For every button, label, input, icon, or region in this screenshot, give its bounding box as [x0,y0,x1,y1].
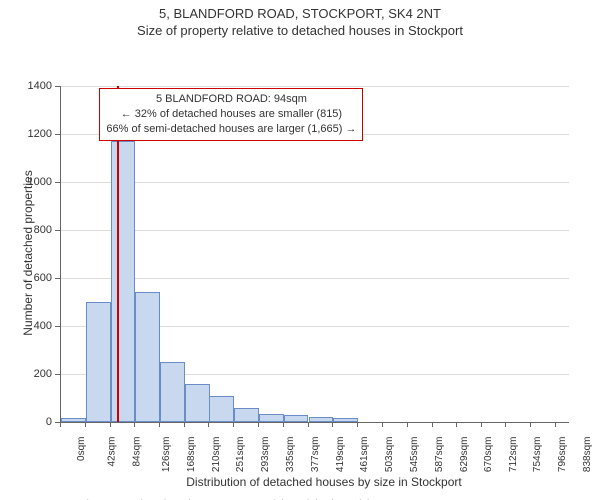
x-tick-mark [505,422,506,427]
x-tick-label: 210sqm [211,437,222,473]
callout-line: ← 32% of detached houses are smaller (81… [106,107,356,122]
x-tick-mark [407,422,408,427]
x-tick-label: 377sqm [310,437,321,473]
x-tick-label: 503sqm [384,437,395,473]
x-axis-title: Distribution of detached houses by size … [164,475,484,489]
x-tick-mark [481,422,482,427]
x-tick-mark [233,422,234,427]
x-tick-mark [159,422,160,427]
callout-line: 5 BLANDFORD ROAD: 94sqm [106,92,356,107]
x-tick-mark [456,422,457,427]
x-tick-label: 629sqm [459,437,470,473]
x-tick-label: 42sqm [106,437,117,467]
x-tick-label: 0sqm [76,437,87,461]
page-title: 5, BLANDFORD ROAD, STOCKPORT, SK4 2NT [0,6,600,21]
x-tick-mark [208,422,209,427]
x-tick-label: 168sqm [186,437,197,473]
x-tick-mark [60,422,61,427]
histogram-bar [111,141,136,422]
callout-line: 66% of semi-detached houses are larger (… [106,122,356,137]
x-tick-mark [258,422,259,427]
x-tick-mark [555,422,556,427]
x-tick-mark [184,422,185,427]
title-block: 5, BLANDFORD ROAD, STOCKPORT, SK4 2NT Si… [0,0,600,38]
x-tick-label: 84sqm [131,437,142,467]
x-tick-label: 670sqm [483,437,494,473]
histogram-bar [333,418,358,422]
gridline [61,278,569,279]
x-tick-label: 587sqm [434,437,445,473]
x-tick-mark [332,422,333,427]
x-tick-label: 335sqm [285,437,296,473]
x-tick-mark [308,422,309,427]
y-tick-label: 1400 [0,80,52,92]
x-tick-mark [432,422,433,427]
x-tick-label: 838sqm [582,437,593,473]
x-tick-label: 712sqm [508,437,519,473]
histogram-bar [234,408,259,422]
x-tick-mark [357,422,358,427]
x-tick-mark [382,422,383,427]
page-subtitle: Size of property relative to detached ho… [0,23,600,38]
x-tick-label: 754sqm [532,437,543,473]
x-tick-label: 419sqm [335,437,346,473]
x-tick-label: 796sqm [557,437,568,473]
y-tick-label: 0 [0,416,52,428]
x-tick-label: 293sqm [260,437,271,473]
histogram-bar [259,414,284,422]
gridline [61,182,569,183]
gridline [61,86,569,87]
histogram-bar [185,384,210,422]
x-tick-mark [283,422,284,427]
x-tick-mark [530,422,531,427]
gridline [61,230,569,231]
histogram-bar [86,302,111,422]
histogram-bar [61,418,86,422]
y-axis-title: Number of detached properties [21,153,35,353]
y-tick-label: 200 [0,368,52,380]
x-tick-label: 126sqm [162,437,173,473]
plot-area: 5 BLANDFORD ROAD: 94sqm← 32% of detached… [60,86,569,423]
y-tick-label: 1200 [0,128,52,140]
histogram-bar [160,362,185,422]
histogram-bar [284,415,309,422]
x-tick-mark [110,422,111,427]
x-tick-label: 461sqm [359,437,370,473]
x-tick-label: 545sqm [409,437,420,473]
histogram-bar [309,417,334,422]
x-tick-mark [85,422,86,427]
histogram-bar [209,396,234,422]
x-tick-label: 251sqm [235,437,246,473]
callout-box: 5 BLANDFORD ROAD: 94sqm← 32% of detached… [99,88,363,141]
x-tick-mark [134,422,135,427]
histogram-bar [135,292,160,422]
